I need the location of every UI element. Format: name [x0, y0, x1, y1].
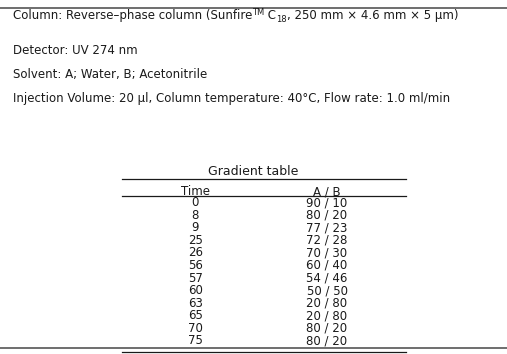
Text: Gradient table: Gradient table: [208, 165, 299, 178]
Text: 70: 70: [188, 322, 203, 335]
Text: 56: 56: [188, 259, 203, 272]
Text: Time: Time: [180, 185, 210, 198]
Text: 9: 9: [192, 221, 199, 234]
Text: 70 / 30: 70 / 30: [306, 246, 348, 259]
Text: 65: 65: [188, 309, 203, 322]
Text: 72 / 28: 72 / 28: [306, 234, 348, 247]
Text: A / B: A / B: [313, 185, 341, 198]
Text: Column: Reverse–phase column (Sunfire: Column: Reverse–phase column (Sunfire: [13, 10, 252, 22]
Text: , 250 mm × 4.6 mm × 5 μm): , 250 mm × 4.6 mm × 5 μm): [287, 10, 458, 22]
Text: 20 / 80: 20 / 80: [306, 309, 348, 322]
Text: 63: 63: [188, 297, 203, 310]
Text: 80 / 20: 80 / 20: [306, 335, 348, 347]
Text: 80 / 20: 80 / 20: [306, 209, 348, 222]
Text: 75: 75: [188, 335, 203, 347]
Text: 77 / 23: 77 / 23: [306, 221, 348, 234]
Text: Detector: UV 274 nm: Detector: UV 274 nm: [13, 44, 137, 57]
Text: C: C: [264, 10, 276, 22]
Text: 25: 25: [188, 234, 203, 247]
Text: 60: 60: [188, 284, 203, 297]
Text: 60 / 40: 60 / 40: [306, 259, 348, 272]
Text: TM: TM: [252, 7, 264, 17]
Text: 26: 26: [188, 246, 203, 259]
Text: 50 / 50: 50 / 50: [307, 284, 347, 297]
Text: Solvent: A; Water, B; Acetonitrile: Solvent: A; Water, B; Acetonitrile: [13, 68, 207, 81]
Text: 20 / 80: 20 / 80: [306, 297, 348, 310]
Text: 0: 0: [192, 196, 199, 209]
Text: 57: 57: [188, 272, 203, 285]
Text: Injection Volume: 20 μl, Column temperature: 40°C, Flow rate: 1.0 ml/min: Injection Volume: 20 μl, Column temperat…: [13, 92, 450, 105]
Text: 90 / 10: 90 / 10: [306, 196, 348, 209]
Text: 80 / 20: 80 / 20: [306, 322, 348, 335]
Text: 8: 8: [192, 209, 199, 222]
Text: 54 / 46: 54 / 46: [306, 272, 348, 285]
Text: 18: 18: [276, 15, 287, 24]
